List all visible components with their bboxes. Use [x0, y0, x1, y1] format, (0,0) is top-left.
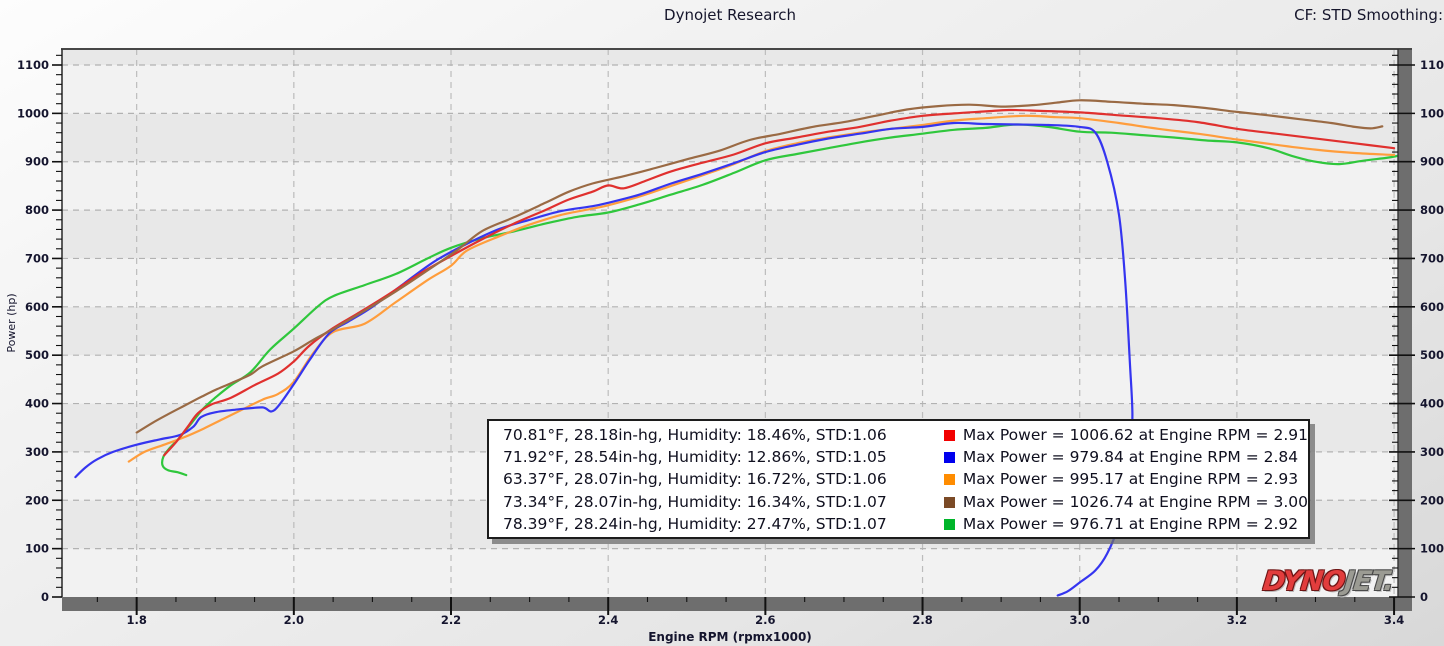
y-left-tick-label: 700 — [25, 251, 49, 265]
y-axis-right-bar — [1398, 49, 1412, 611]
x-tick-label: 3.2 — [1227, 613, 1247, 627]
y-right-tick-label: 1100 — [1420, 58, 1444, 72]
power-curve-blue — [74, 121, 1134, 597]
legend-weather-row: 71.92°F, 28.54in-hg, Humidity: 12.86%, S… — [503, 448, 887, 467]
legend-max-row: Max Power = 976.71 at Engine RPM = 2.92 — [943, 513, 1308, 535]
hp-band — [62, 210, 1398, 259]
y-right-tick-label: 100 — [1420, 542, 1444, 556]
y-right-tick-label: 300 — [1420, 445, 1444, 459]
power-curve-red — [163, 108, 1396, 457]
y-right-tick-label: 1000 — [1420, 106, 1444, 120]
legend-max-row: Max Power = 979.84 at Engine RPM = 2.84 — [943, 446, 1308, 468]
y-right-tick-label: 400 — [1420, 397, 1444, 411]
x-tick-label: 3.4 — [1384, 613, 1404, 627]
hp-band — [62, 49, 1398, 65]
y-left-tick-label: 100 — [25, 542, 49, 556]
y-left-tick-label: 900 — [25, 155, 49, 169]
y-right-tick-label: 700 — [1420, 251, 1444, 265]
y-left-tick-label: 500 — [25, 348, 49, 362]
hp-band — [62, 306, 1398, 356]
legend-weather-row: 78.39°F, 28.24in-hg, Humidity: 27.47%, S… — [503, 514, 887, 533]
legend-max-label: Max Power = 1026.74 at Engine RPM = 3.00 — [962, 492, 1308, 511]
legend-box: 70.81°F, 28.18in-hg, Humidity: 18.46%, S… — [487, 419, 1310, 539]
y-left-tick-label: 1100 — [17, 58, 49, 72]
x-axis-title: Engine RPM (rpmx1000) — [648, 630, 812, 644]
y-right-tick-label: 200 — [1420, 493, 1444, 507]
power-curve-brown — [135, 99, 1384, 434]
hp-band — [62, 113, 1398, 162]
y-right-tick-label: 0 — [1420, 590, 1428, 604]
legend-color-swatch-red — [943, 430, 955, 441]
power-curves — [74, 99, 1398, 597]
correction-factor-label: CF: STD Smoothing: — [1294, 6, 1443, 24]
legend-weather-row: 73.34°F, 28.07in-hg, Humidity: 16.34%, S… — [503, 492, 887, 511]
x-tick-label: 3.0 — [1070, 613, 1090, 627]
axis-ticks — [52, 54, 1415, 615]
legend-max-label: Max Power = 995.17 at Engine RPM = 2.93 — [962, 470, 1299, 489]
x-tick-label: 2.6 — [755, 613, 775, 627]
dynojet-logo-dyno: DYNO — [1261, 566, 1347, 597]
x-axis-bar — [62, 597, 1412, 611]
power-curve-orange — [127, 114, 1396, 463]
dynojet-logo: DYNOJET. — [1261, 566, 1394, 597]
legend-max-row: Max Power = 995.17 at Engine RPM = 2.93 — [943, 468, 1308, 490]
plot-border — [61, 48, 1412, 597]
y-left-tick-label: 200 — [25, 493, 49, 507]
y-axis-title: Power (hp) — [5, 293, 18, 352]
y-right-tick-label: 600 — [1420, 300, 1444, 314]
legend-max-row: Max Power = 1026.74 at Engine RPM = 3.00 — [943, 491, 1308, 513]
legend-max-power-column: Max Power = 1006.62 at Engine RPM = 2.91… — [930, 424, 1308, 537]
hp-band — [62, 548, 1398, 597]
axis-tick-labels: 0 0 100 100 200 200 300 300 400 400 500 500 600 600 70… — [17, 58, 1444, 627]
y-left-tick-label: 1000 — [17, 106, 49, 120]
y-right-tick-label: 500 — [1420, 348, 1444, 362]
legend-color-swatch-blue — [943, 452, 955, 464]
dynojet-logo-jet: JET. — [1342, 566, 1395, 597]
legend-color-swatch-brown — [943, 496, 955, 508]
legend-max-label: Max Power = 976.71 at Engine RPM = 2.92 — [962, 514, 1299, 533]
legend-color-swatch-green — [943, 518, 955, 530]
hp-band — [62, 161, 1398, 211]
y-right-tick-label: 900 — [1420, 155, 1444, 169]
legend-weather-row: 63.37°F, 28.07in-hg, Humidity: 16.72%, S… — [503, 470, 887, 489]
y-left-tick-label: 600 — [25, 300, 49, 314]
legend-max-label: Max Power = 979.84 at Engine RPM = 2.84 — [962, 448, 1299, 467]
legend-weather-column: 70.81°F, 28.18in-hg, Humidity: 18.46%, S… — [489, 424, 930, 537]
legend-max-row: Max Power = 1006.62 at Engine RPM = 2.91 — [943, 424, 1308, 446]
legend-weather-row: 70.81°F, 28.18in-hg, Humidity: 18.46%, S… — [503, 426, 887, 444]
x-tick-label: 2.8 — [912, 613, 932, 627]
x-tick-label: 2.0 — [284, 613, 304, 627]
y-left-tick-label: 300 — [25, 445, 49, 459]
page-title: Dynojet Research — [664, 6, 796, 24]
legend-color-swatch-orange — [943, 474, 955, 486]
x-tick-label: 2.2 — [441, 613, 461, 627]
y-left-tick-label: 0 — [41, 590, 49, 604]
axis-bars — [62, 49, 1412, 611]
x-tick-label: 2.4 — [598, 613, 618, 627]
legend-max-label: Max Power = 1006.62 at Engine RPM = 2.91 — [962, 426, 1308, 444]
y-left-tick-label: 800 — [25, 203, 49, 217]
x-tick-label: 1.8 — [126, 613, 146, 627]
hp-band — [62, 355, 1398, 404]
y-left-tick-label: 400 — [25, 397, 49, 411]
power-curve-green — [161, 123, 1398, 477]
hp-band — [62, 258, 1398, 307]
y-right-tick-label: 800 — [1420, 203, 1444, 217]
